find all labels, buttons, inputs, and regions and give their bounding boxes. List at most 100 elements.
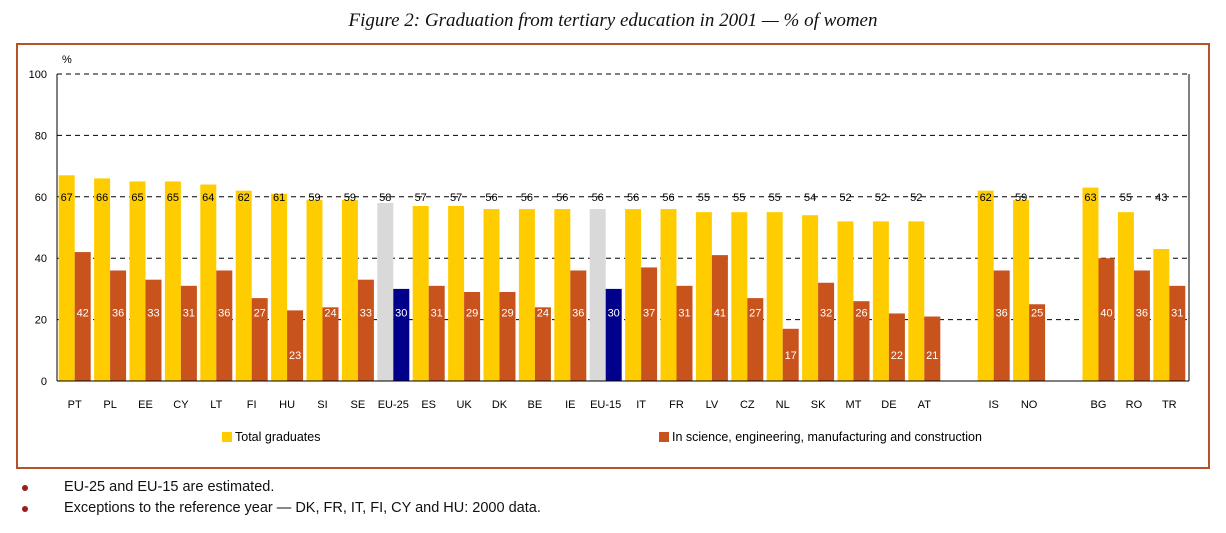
data-label-science: 30 [395, 308, 407, 320]
data-label-science: 37 [643, 308, 655, 320]
bar-science [782, 328, 799, 381]
bar-science [287, 310, 304, 381]
data-label-science: 24 [537, 308, 549, 320]
x-tick-label: NL [776, 399, 790, 411]
bar-total [58, 175, 75, 381]
bar-total [1082, 187, 1099, 381]
bar-science [888, 313, 905, 381]
data-label-science: 31 [1171, 308, 1183, 320]
bar-science [464, 291, 481, 381]
x-tick-label: UK [456, 399, 472, 411]
figure-title: Figure 2: Graduation from tertiary educa… [348, 10, 878, 31]
data-label-total: 52 [839, 192, 851, 204]
data-label-total: 59 [1015, 192, 1027, 204]
x-tick-label: LV [706, 399, 719, 411]
bar-science [1098, 258, 1115, 381]
bar-science [818, 282, 835, 381]
legend-swatch-total [222, 432, 232, 442]
bar-total [483, 209, 500, 381]
x-tick-label: IS [988, 399, 998, 411]
data-label-science: 31 [183, 308, 195, 320]
data-label-total: 65 [131, 192, 143, 204]
data-label-total: 59 [344, 192, 356, 204]
x-tick-label: EE [138, 399, 153, 411]
data-label-science: 36 [1136, 308, 1148, 320]
bar-science [357, 279, 374, 381]
data-label-science: 42 [77, 308, 89, 320]
bar-total [554, 209, 571, 381]
data-label-total: 59 [308, 192, 320, 204]
data-label-total: 54 [804, 192, 816, 204]
data-label-science: 36 [218, 308, 230, 320]
legend-label-total: Total graduates [235, 430, 320, 444]
bar-total [164, 181, 181, 381]
data-label-total: 55 [698, 192, 710, 204]
x-tick-label: DE [881, 399, 896, 411]
data-label-total: 66 [96, 192, 108, 204]
data-label-science: 31 [678, 308, 690, 320]
bar-total [200, 184, 217, 381]
data-label-science: 23 [289, 350, 301, 362]
legend-swatch-science [659, 432, 669, 442]
x-tick-label: HU [279, 399, 295, 411]
data-label-total: 58 [379, 192, 391, 204]
y-tick-label: 60 [35, 192, 47, 204]
bar-total [377, 202, 394, 381]
data-label-science: 40 [1100, 308, 1112, 320]
bar-science [216, 270, 233, 381]
x-tick-label: SK [811, 399, 826, 411]
data-label-total: 57 [450, 192, 462, 204]
data-label-total: 57 [415, 192, 427, 204]
bar-total [129, 181, 146, 381]
bar-total [1013, 199, 1030, 381]
bar-chart: 0 20 40 60 80 100% 67 42 PT 66 36 PL 65 33 EE 65 31 CY 64 3… [29, 54, 1190, 444]
data-label-total: 56 [521, 192, 533, 204]
x-tick-label: TR [1162, 399, 1177, 411]
bar-science [570, 270, 587, 381]
bar-science [853, 301, 870, 381]
bar-total [94, 178, 111, 381]
x-tick-label: DK [492, 399, 508, 411]
bar-science [393, 288, 410, 381]
data-label-total: 52 [875, 192, 887, 204]
bar-total [660, 209, 677, 381]
bar-total [518, 209, 535, 381]
data-label-science: 29 [501, 308, 513, 320]
y-tick-label: 20 [35, 315, 47, 327]
x-tick-label: NO [1021, 399, 1038, 411]
x-tick-label: IT [636, 399, 646, 411]
data-label-total: 55 [733, 192, 745, 204]
x-tick-label: FI [247, 399, 257, 411]
bar-total [271, 193, 288, 381]
bar-total [872, 221, 889, 381]
data-label-total: 56 [662, 192, 674, 204]
y-tick-label: 40 [35, 253, 47, 265]
data-label-total: 62 [980, 192, 992, 204]
bar-science [74, 252, 91, 381]
bar-total [625, 209, 642, 381]
data-label-total: 56 [556, 192, 568, 204]
data-label-science: 33 [147, 308, 159, 320]
bar-science [676, 285, 693, 381]
data-label-science: 27 [749, 308, 761, 320]
bar-total [341, 199, 358, 381]
data-label-total: 61 [273, 192, 285, 204]
data-label-total: 52 [910, 192, 922, 204]
data-label-science: 24 [324, 308, 336, 320]
bar-total [589, 209, 606, 381]
data-label-total: 64 [202, 192, 214, 204]
bar-total [306, 199, 323, 381]
data-label-total: 62 [238, 192, 250, 204]
y-tick-label: 0 [41, 376, 47, 388]
bar-science [747, 298, 764, 381]
bar-total [731, 212, 748, 381]
bar-science [993, 270, 1010, 381]
bar-science [180, 285, 197, 381]
data-label-science: 33 [360, 308, 372, 320]
data-label-total: 56 [627, 192, 639, 204]
y-tick-label: 100 [29, 69, 47, 81]
x-tick-label: EU-25 [378, 399, 409, 411]
bar-science [322, 307, 339, 381]
x-tick-label: SI [317, 399, 327, 411]
bar-science [499, 291, 516, 381]
